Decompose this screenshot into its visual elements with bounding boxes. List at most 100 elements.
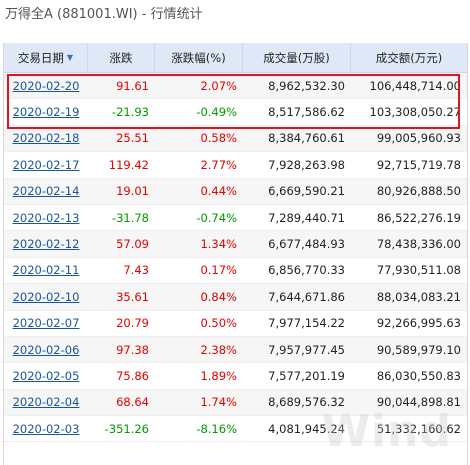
row-date-link[interactable]: 2020-02-06 (12, 342, 80, 357)
row-date-link[interactable]: 2020-02-19 (12, 105, 80, 120)
row-pct-cell: 0.44% (155, 179, 243, 204)
header-change[interactable]: 涨跌 (88, 43, 155, 72)
row-date-link[interactable]: 2020-02-10 (12, 289, 80, 304)
row-change-cell: -351.26 (88, 416, 155, 441)
row-volume: 8,517,586.62 (268, 105, 345, 120)
row-date-link[interactable]: 2020-02-03 (12, 421, 80, 436)
row-pct: 0.84% (200, 289, 237, 304)
row-volume-cell: 7,644,671.86 (243, 284, 351, 309)
row-date-link[interactable]: 2020-02-11 (12, 263, 80, 278)
row-date-link[interactable]: 2020-02-20 (12, 78, 80, 93)
page-title: 万得全A (881001.WI) - 行情统计 (5, 7, 203, 22)
row-change: 75.86 (116, 368, 149, 383)
row-volume: 7,577,201.19 (268, 368, 345, 383)
row-change-cell: 19.01 (88, 179, 155, 204)
row-volume-cell: 8,962,532.30 (243, 73, 351, 98)
row-date-link[interactable]: 2020-02-14 (12, 184, 80, 199)
row-pct-cell: 0.50% (155, 311, 243, 336)
row-amount: 106,448,714.00 (369, 78, 461, 93)
row-amount: 92,266,995.63 (376, 316, 461, 331)
table-row: 2020-02-07 20.79 0.50% 7,977,154.22 92,266,9… (4, 311, 467, 337)
row-amount-cell: 78,438,336.00 (351, 231, 467, 256)
row-change: 19.01 (116, 184, 149, 199)
header-date-label: 交易日期 (17, 50, 64, 65)
row-change: 97.38 (116, 342, 149, 357)
row-amount-cell: 106,448,714.00 (351, 73, 467, 98)
row-date-link-cell: 2020-02-18 (4, 126, 88, 151)
row-volume: 6,669,590.21 (268, 184, 345, 199)
row-date-link-cell: 2020-02-19 (4, 99, 88, 124)
header-amount[interactable]: 成交额(万元) (375, 50, 443, 65)
row-change: 7.43 (123, 263, 149, 278)
row-amount: 103,308,050.27 (369, 105, 461, 120)
row-pct: 0.17% (200, 263, 237, 278)
row-pct: 1.74% (200, 395, 237, 410)
row-amount-cell: 77,930,511.08 (351, 258, 467, 283)
row-date-link[interactable]: 2020-02-04 (12, 395, 80, 410)
row-date-link[interactable]: 2020-02-12 (12, 237, 80, 252)
row-change-cell: 57.09 (88, 231, 155, 256)
row-amount-cell: 90,589,979.10 (351, 337, 467, 362)
row-date-link[interactable]: 2020-02-13 (12, 210, 80, 225)
row-amount: 78,438,336.00 (376, 237, 461, 252)
row-pct: -0.74% (196, 210, 237, 225)
row-change: -351.26 (104, 421, 149, 436)
row-change: 119.42 (108, 157, 149, 172)
row-date-link-cell: 2020-02-13 (4, 205, 88, 230)
row-volume-cell: 4,081,945.24 (243, 416, 351, 441)
market-stats-table: 交易日期 ▼ 涨跌 涨跌幅(%) 成交量(万股) 成交额(万元) 2020-02… (3, 43, 468, 465)
row-volume: 7,644,671.86 (268, 289, 345, 304)
row-pct: 1.34% (200, 237, 237, 252)
row-amount: 80,926,888.50 (376, 184, 461, 199)
table-row: 2020-02-10 35.61 0.84% 7,644,671.86 88,034,0… (4, 284, 467, 311)
table-row: 2020-02-19 -21.93 -0.49% 8,517,586.62 103,30… (4, 99, 467, 126)
row-pct-cell: 0.17% (155, 258, 243, 283)
table-row: 2020-02-06 97.38 2.38% 7,957,977.45 90,589,9… (4, 336, 467, 364)
row-amount: 92,715,719.78 (376, 157, 461, 172)
row-volume-cell: 6,669,590.21 (243, 179, 351, 204)
row-date-link-cell: 2020-02-03 (4, 416, 88, 441)
row-date-link-cell: 2020-02-14 (4, 179, 88, 204)
row-volume-cell: 7,577,201.19 (243, 363, 351, 388)
row-volume: 6,856,770.33 (268, 263, 345, 278)
row-volume: 8,962,532.30 (268, 78, 345, 93)
row-date-link[interactable]: 2020-02-07 (12, 316, 80, 331)
row-volume-cell: 7,289,440.71 (243, 205, 351, 230)
header-volume[interactable]: 成交量(万股) (243, 43, 351, 72)
row-amount: 90,044,898.81 (376, 395, 461, 410)
header-pct[interactable]: 涨跌幅(%) (155, 43, 243, 72)
table-row: 2020-02-20 91.61 2.07% 8,962,532.30 106,448,… (4, 73, 467, 100)
row-pct: 2.77% (200, 157, 237, 172)
table-row: 2020-02-13 -31.78 -0.74% 7,289,440.71 86,522… (4, 205, 467, 232)
row-amount-cell: 92,266,995.63 (351, 311, 467, 336)
row-date-link[interactable]: 2020-02-05 (12, 368, 80, 383)
row-amount: 51,332,160.62 (376, 421, 461, 436)
table-body: 2020-02-20 91.61 2.07% 8,962,532.30 106,448,… (4, 73, 467, 443)
row-pct: 1.89% (200, 368, 237, 383)
row-date-link[interactable]: 2020-02-18 (12, 131, 80, 146)
row-change-cell: 20.79 (88, 311, 155, 336)
table-header: 交易日期 ▼ 涨跌 涨跌幅(%) 成交量(万股) 成交额(万元) (4, 43, 467, 73)
table-row: 2020-02-05 75.86 1.89% 7,577,201.19 86,030,5… (4, 363, 467, 390)
row-change-cell: 119.42 (88, 152, 155, 177)
row-change-cell: 75.86 (88, 363, 155, 388)
row-volume-cell: 7,977,154.22 (243, 311, 351, 336)
row-date-link-cell: 2020-02-12 (4, 231, 88, 256)
row-pct-cell: 2.07% (155, 73, 243, 98)
sort-desc-icon: ▼ (66, 53, 74, 62)
row-volume: 8,384,760.61 (268, 131, 345, 146)
row-pct-cell: 2.38% (155, 337, 243, 362)
row-volume-cell: 6,677,484.93 (243, 231, 351, 256)
row-date-link[interactable]: 2020-02-17 (12, 157, 80, 172)
row-amount: 86,030,550.83 (376, 368, 461, 383)
row-pct-cell: 2.77% (155, 152, 243, 177)
row-date-link-cell: 2020-02-20 (4, 73, 88, 98)
row-date-link-cell: 2020-02-07 (4, 311, 88, 336)
row-pct-cell: -8.16% (155, 416, 243, 441)
header-date[interactable]: 交易日期 ▼ (4, 43, 88, 72)
row-amount-cell: 103,308,050.27 (351, 99, 467, 124)
row-change: 68.64 (116, 395, 149, 410)
row-date-link-cell: 2020-02-11 (4, 258, 88, 283)
row-volume: 8,689,576.32 (268, 395, 345, 410)
row-volume: 4,081,945.24 (268, 421, 345, 436)
